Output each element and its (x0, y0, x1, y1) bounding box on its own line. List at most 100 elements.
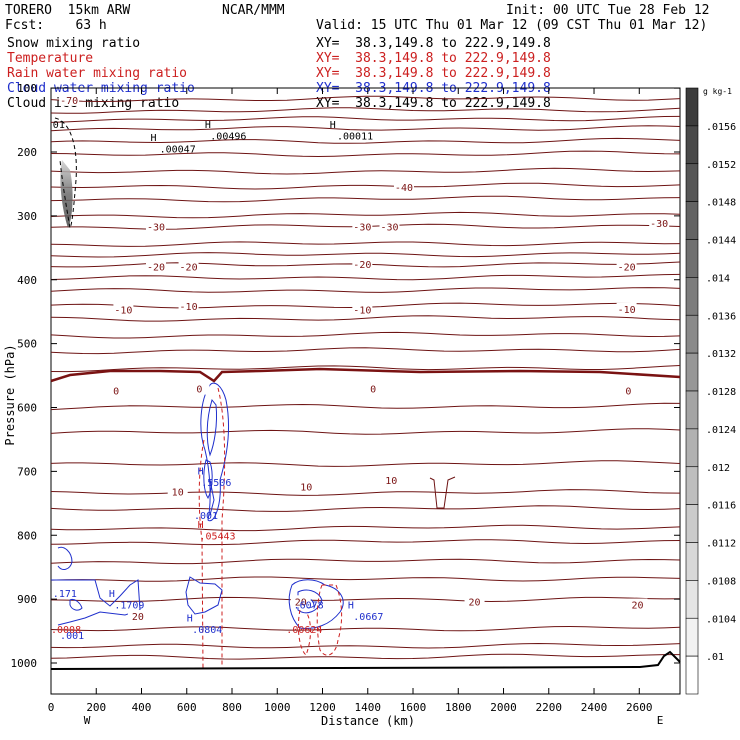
colorbar: .0156 .0152 .0148 .0144 .014 .0136 .0132 .0128.… (685, 87, 736, 695)
extremum-label: H (187, 613, 193, 624)
label-bg (616, 260, 637, 273)
colorbar-swatch (685, 542, 699, 581)
extremum-label: .00496 (210, 132, 246, 143)
field-cloudice-xy: XY= 38.3,149.8 to 222.9,149.8 (316, 96, 551, 111)
isotherm-line (50, 505, 681, 512)
snow-shading (60, 160, 73, 228)
y-tick-label: 700 (17, 465, 37, 478)
isotherm-line (50, 107, 681, 114)
east-label: E (657, 714, 664, 727)
x-tick-label: 800 (222, 701, 242, 714)
field-cloudwater-name: Cloud water mixing ratio (7, 81, 195, 96)
colorbar-swatch (685, 428, 699, 468)
x-tick-label: 2400 (581, 701, 608, 714)
y-axis-label: Pressure (hPa) (3, 344, 17, 445)
extremum-label: H (348, 601, 354, 612)
isotherm-line (50, 653, 680, 660)
label-bg (627, 598, 648, 611)
label-bg (290, 595, 311, 608)
label-bg (381, 473, 402, 486)
field-rain-xy: XY= 38.3,149.8 to 222.9,149.8 (316, 66, 551, 81)
extremum-label: .05443 (199, 532, 235, 543)
y-tick-label: 200 (17, 146, 37, 159)
label-bg (393, 180, 414, 193)
isotherm-line (50, 315, 681, 322)
extremum-label: H (330, 120, 336, 131)
isotherm-line (50, 273, 681, 281)
colorbar-label: .0152 (706, 160, 736, 171)
x-tick-label: 0 (48, 701, 55, 714)
isotherm-line (50, 558, 681, 565)
isotherm-label: -70 (60, 96, 78, 107)
label-bg (178, 300, 199, 313)
extremum-label: .171 (53, 589, 77, 600)
isotherm-label: -30 (380, 222, 398, 233)
x-axis-label: Distance (km) (321, 714, 415, 728)
label-bg (363, 382, 384, 395)
x-tick-label: 1600 (400, 701, 427, 714)
cloud-ice-contour (54, 117, 77, 230)
isotherm-label: -10 (114, 305, 132, 316)
isotherm-label: -10 (180, 302, 198, 313)
isotherm-line (50, 150, 681, 158)
cloud-water-contours-west (51, 546, 141, 626)
extremum-label: 01 (53, 120, 65, 131)
label-bg (616, 302, 637, 315)
isotherm-line (50, 576, 681, 582)
field-temperature-name: Temperature (7, 51, 94, 66)
colorbar-swatch (685, 617, 699, 657)
x-tick-label: 600 (177, 701, 197, 714)
colorbar-swatch (685, 125, 699, 165)
isotherm-label: 0 (196, 385, 202, 396)
isotherm-line (50, 428, 681, 435)
isotherm-line (50, 524, 681, 532)
extremum-label: .00011 (337, 132, 373, 143)
isotherm-label: -20 (353, 260, 371, 271)
isotherm-line (50, 125, 681, 132)
colorbar-swatch (685, 580, 699, 619)
extremum-label: .1709 (114, 601, 144, 612)
isotherm-label: -20 (618, 263, 636, 274)
extremum-label: H (151, 133, 157, 144)
model-title: TORERO 15km ARW (5, 3, 131, 18)
isotherm-label: 20 (631, 601, 643, 612)
axes: 0 200 400 600 800 1000 1200 1400 1600 1800 2000 220… (3, 82, 680, 728)
isotherm-line (50, 241, 681, 247)
isotherm-line (50, 365, 681, 373)
label-bg (167, 485, 188, 498)
isotherm-line (50, 252, 681, 258)
label-bg (145, 220, 166, 233)
field-snow-xy: XY= 38.3,149.8 to 222.9,149.8 (316, 36, 551, 51)
isotherm-label: 0 (625, 387, 631, 398)
x-tick-label: 2200 (536, 701, 563, 714)
isotherm-line (50, 625, 681, 632)
colorbar-label: .0156 (706, 122, 736, 133)
isotherm-label: 20 (132, 612, 144, 623)
init-time: Init: 00 UTC Tue 28 Feb 12 (506, 3, 710, 18)
y-tick-label: 300 (17, 210, 37, 223)
x-tick-label: 1200 (309, 701, 336, 714)
extremum-label: .6078 (294, 601, 324, 612)
isotherm-label: -30 (147, 222, 165, 233)
rain-water-contours-east (297, 584, 343, 656)
colorbar-label: .0144 (706, 236, 736, 247)
colorbar-swatch (685, 390, 699, 430)
isotherm-line (50, 460, 681, 467)
label-bg (145, 260, 166, 273)
isotherm-label: -30 (650, 219, 668, 230)
colorbar-swatch (685, 277, 699, 316)
x-tick-label: 1000 (264, 701, 291, 714)
label-bg (296, 480, 317, 493)
extremum-label: .5506 (201, 478, 231, 489)
extremum-label: H (109, 589, 115, 600)
colorbar-swatch (685, 201, 699, 240)
colorbar-label: .014 (706, 273, 730, 284)
isotherm-label: -30 (353, 222, 371, 233)
label-bg (379, 220, 400, 233)
extremum-label: H (198, 466, 204, 477)
colorbar-label: .01 (706, 652, 724, 663)
x-tick-label: 400 (132, 701, 152, 714)
y-tick-label: 400 (17, 274, 37, 287)
colorbar-swatch (685, 314, 699, 354)
